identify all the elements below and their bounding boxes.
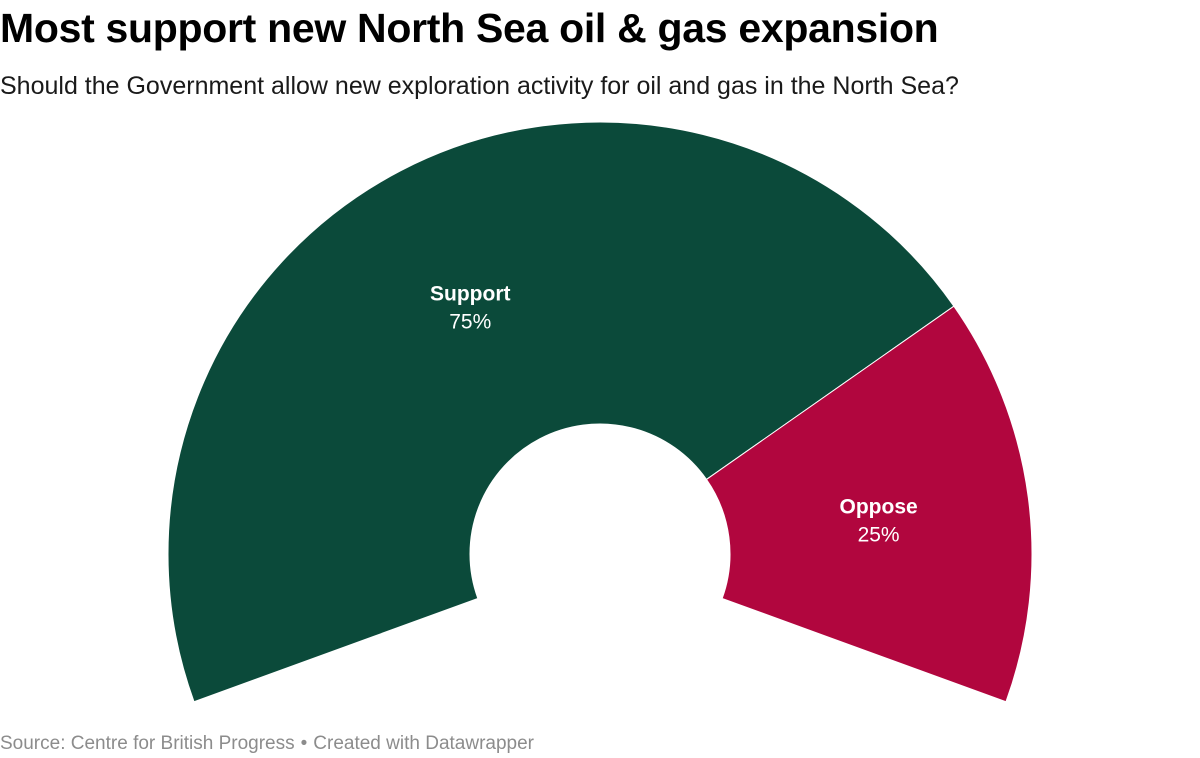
slice-value-oppose: 25% [858,523,900,546]
slice-value-support: 75% [449,311,491,334]
chart-slices [167,121,1033,703]
chart-footer: Source: Centre for British Progress • Crea… [0,732,534,756]
credit-note: Created with Datawrapper [313,733,534,754]
footer-separator: • [300,733,308,754]
slice-label-oppose: Oppose [840,495,918,518]
chart-labels: Support 75% Oppose 25% [430,283,918,547]
source-note: Source: Centre for British Progress [0,733,295,754]
chart-subtitle: Should the Government allow new explorat… [0,72,959,100]
slice-label-support: Support [430,283,510,306]
slice-support [167,121,955,703]
chart-title: Most support new North Sea oil & gas exp… [0,5,939,51]
slice-oppose [705,305,1033,703]
